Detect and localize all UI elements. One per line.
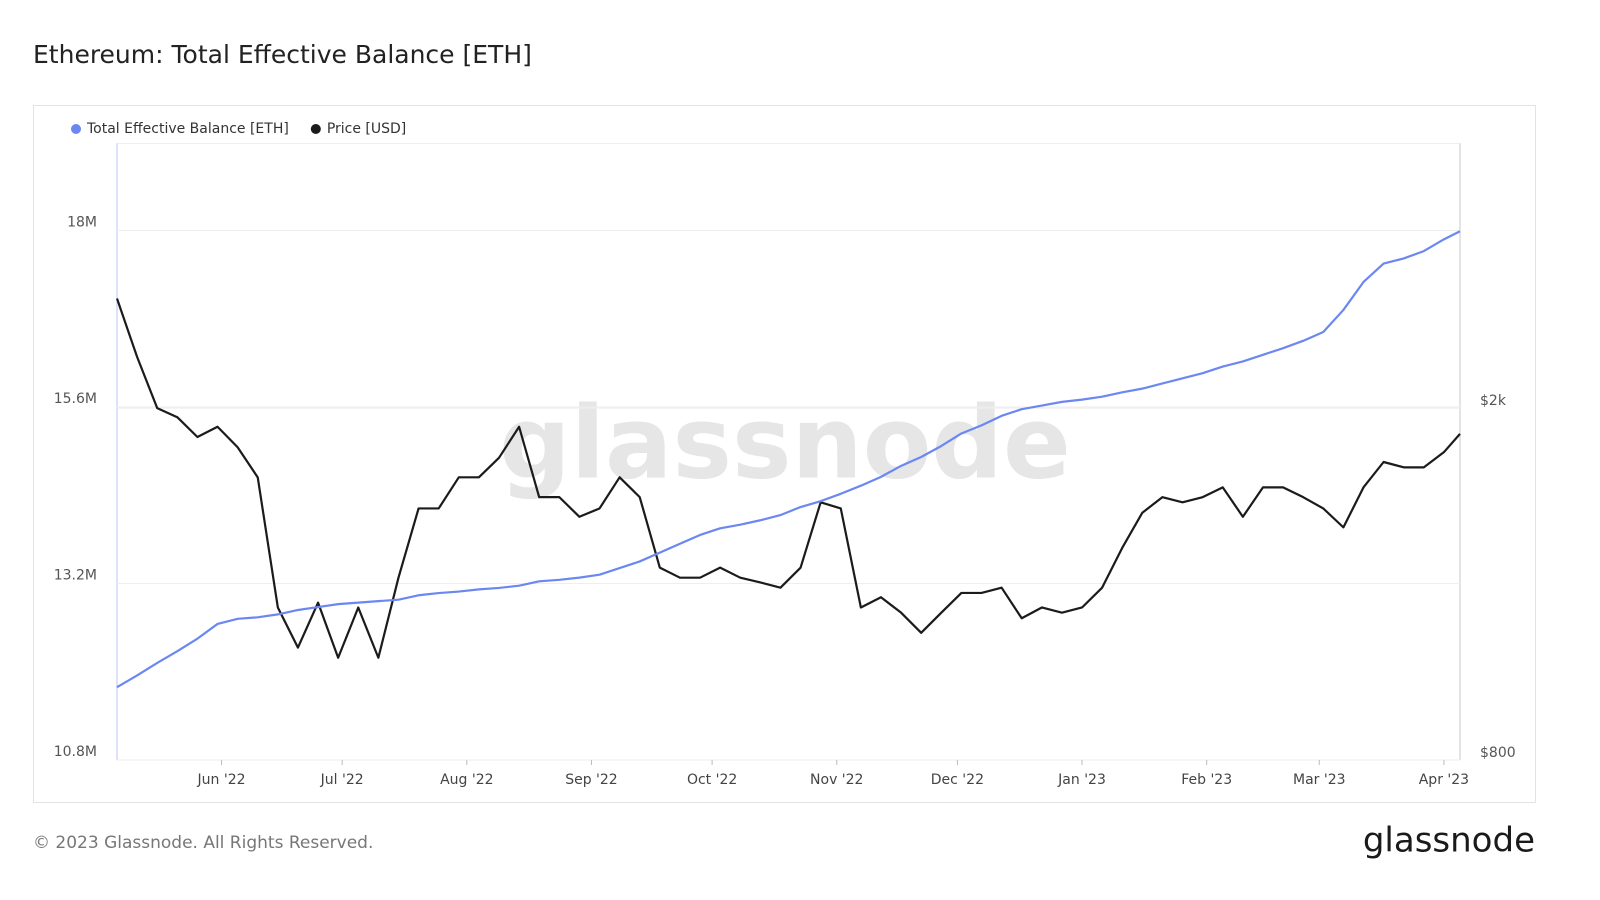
legend-marker xyxy=(310,124,321,134)
legend-label: Price [USD] xyxy=(327,121,406,137)
watermark: glassnode xyxy=(499,384,1071,501)
copyright: © 2023 Glassnode. All Rights Reserved. xyxy=(33,833,373,853)
series-line xyxy=(115,298,1461,659)
x-tick-label: Dec '22 xyxy=(931,772,984,788)
y2-tick-label: $2k xyxy=(1480,393,1507,409)
x-tick-label: Apr '23 xyxy=(1419,772,1469,788)
x-tick-label: Mar '23 xyxy=(1293,772,1346,788)
panel-frame xyxy=(33,105,1536,803)
x-tick-label: Jul '22 xyxy=(320,772,364,788)
logo: glassnode xyxy=(1363,821,1535,861)
y-tick-label: 15.6M xyxy=(54,391,97,407)
y-tick-label: 18M xyxy=(67,215,97,231)
x-tick-label: Jun '22 xyxy=(197,772,246,788)
x-tick-label: Sep '22 xyxy=(565,772,618,788)
series-line xyxy=(116,230,1461,689)
legend-marker xyxy=(71,124,81,134)
x-tick-label: Oct '22 xyxy=(687,772,737,788)
y-tick-label: 10.8M xyxy=(54,744,97,760)
x-tick-label: Jan '23 xyxy=(1057,772,1106,788)
y-tick-label: 13.2M xyxy=(54,568,97,584)
chart-title: Ethereum: Total Effective Balance [ETH] xyxy=(33,40,532,69)
x-tick-label: Aug '22 xyxy=(440,772,493,788)
x-tick-label: Feb '23 xyxy=(1181,772,1232,788)
y2-tick-label: $800 xyxy=(1480,745,1516,761)
legend-label: Total Effective Balance [ETH] xyxy=(86,121,289,137)
x-tick-label: Nov '22 xyxy=(810,772,863,788)
